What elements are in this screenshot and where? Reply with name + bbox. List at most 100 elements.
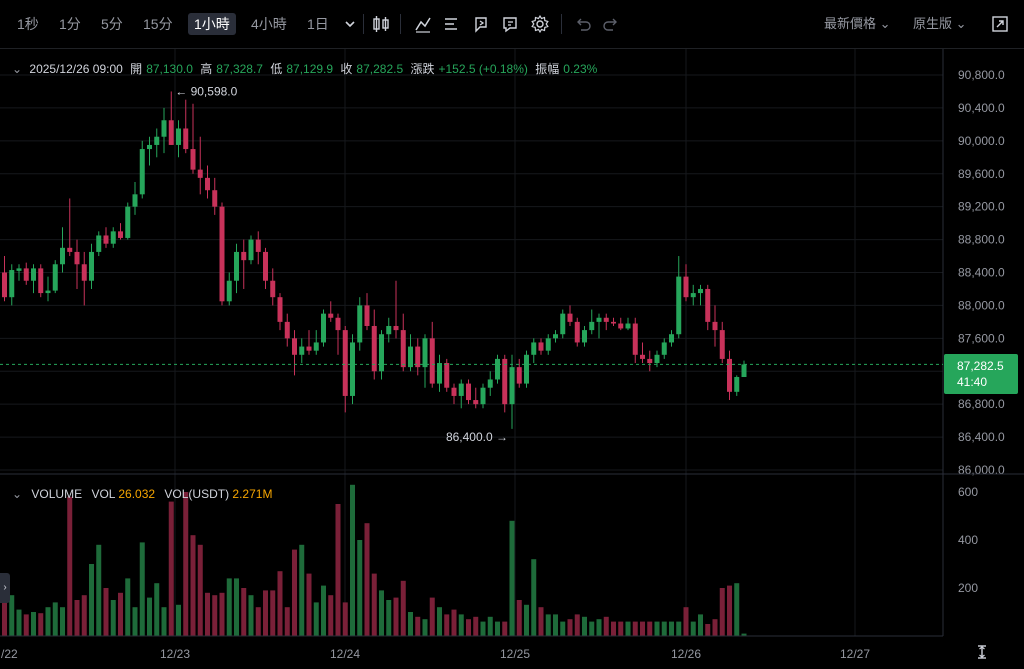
- vol-usdt-value: 2.271M: [232, 487, 273, 501]
- fullscreen-icon[interactable]: [990, 14, 1010, 34]
- candle-body: [654, 354, 660, 364]
- chevron-down-icon: ⌄: [955, 16, 967, 31]
- candle-body: [103, 235, 109, 244]
- candle-body: [567, 313, 573, 322]
- scroll-left-handle[interactable]: ›: [0, 573, 10, 603]
- collapse-caret-icon[interactable]: ⌄: [12, 62, 23, 76]
- vol-label: VOL: [91, 487, 116, 501]
- candle-body: [118, 231, 123, 238]
- replay-icon[interactable]: [471, 14, 491, 34]
- volume-bar: [96, 544, 102, 636]
- volume-bar: [176, 604, 181, 636]
- volume-bar: [139, 542, 145, 636]
- volume-tick-label: 400: [958, 533, 978, 547]
- interval-1h[interactable]: 1小時: [188, 13, 236, 35]
- volume-bar: [81, 595, 87, 636]
- volume-bar: [429, 597, 435, 636]
- volume-bar: [45, 607, 51, 636]
- candle-body: [429, 338, 435, 384]
- legend-low-label: 低: [270, 62, 283, 76]
- price-tick-label: 90,400.0: [958, 101, 1005, 115]
- text-cursor-icon[interactable]: [974, 644, 990, 660]
- vol-value: 26.032: [118, 487, 156, 501]
- undo-icon[interactable]: [573, 14, 593, 34]
- volume-bar: [545, 614, 551, 636]
- candle-body: [516, 367, 522, 384]
- price-tick-label: 89,600.0: [958, 167, 1005, 181]
- candle-body: [509, 367, 515, 405]
- candle-body: [263, 251, 268, 281]
- candle-body: [371, 325, 377, 372]
- price-type-label: 最新價格: [824, 16, 877, 31]
- price-tick-label: 90,000.0: [958, 134, 1005, 148]
- date-tick-label: 12/26: [671, 647, 701, 661]
- list-icon[interactable]: [442, 14, 462, 34]
- legend-close-label: 收: [340, 62, 353, 76]
- settings-icon[interactable]: [530, 14, 550, 34]
- chevron-down-icon[interactable]: [340, 14, 360, 34]
- view-mode-select[interactable]: 原生版 ⌄: [913, 13, 967, 35]
- candlestick-type-icon[interactable]: [371, 14, 391, 34]
- candle-body: [96, 235, 102, 252]
- last-price: 87,282.5: [957, 359, 1004, 373]
- candle-body: [81, 264, 87, 281]
- legend-high-label: 高: [200, 62, 213, 76]
- candle-body: [23, 268, 29, 281]
- volume-bar: [705, 624, 711, 636]
- candle-body: [480, 387, 486, 405]
- volume-bar: [741, 633, 747, 636]
- volume-bar: [205, 592, 210, 636]
- candle-body: [74, 251, 80, 265]
- interval-1d[interactable]: 1日: [307, 16, 329, 32]
- volume-bar: [190, 535, 196, 636]
- volume-bar: [60, 607, 65, 636]
- bar-countdown: 41:40: [957, 375, 988, 389]
- candle-body: [190, 149, 196, 170]
- indicators-icon[interactable]: [413, 14, 433, 34]
- volume-bar: [306, 573, 312, 636]
- candle-body: [661, 342, 667, 355]
- volume-bar: [400, 580, 406, 636]
- interval-4h[interactable]: 4小時: [251, 16, 287, 32]
- candle-body: [690, 293, 696, 298]
- volume-bar: [509, 520, 515, 636]
- volume-bar: [2, 597, 7, 636]
- volume-bar: [603, 616, 609, 636]
- candle-body: [741, 364, 747, 378]
- volume-bar: [350, 484, 355, 636]
- candle-body: [611, 321, 616, 324]
- candle-body: [197, 169, 203, 178]
- candle-body: [161, 120, 167, 137]
- volume-bar: [632, 621, 638, 636]
- volume-bar: [727, 585, 732, 636]
- interval-15m[interactable]: 15分: [143, 16, 173, 32]
- date-tick-label: 12/25: [500, 647, 530, 661]
- candle-body: [313, 342, 319, 351]
- legend-amplitude: 0.23%: [563, 62, 598, 76]
- toolbar-divider: [363, 14, 364, 34]
- alert-icon[interactable]: [500, 14, 520, 34]
- price-tick-label: 88,000.0: [958, 298, 1005, 312]
- toolbar-divider: [400, 14, 401, 34]
- volume-bar: [292, 549, 297, 636]
- candle-body: [16, 268, 22, 271]
- volume-bar: [379, 590, 384, 636]
- candle-body: [226, 280, 232, 302]
- candle-body: [437, 363, 442, 384]
- collapse-caret-icon[interactable]: ⌄: [12, 487, 23, 501]
- candle-body: [596, 317, 602, 322]
- candle-body: [277, 297, 283, 322]
- legend-close: 87,282.5: [356, 62, 404, 76]
- candle-body: [734, 377, 740, 392]
- legend-datetime: 2025/12/26 09:00: [29, 62, 123, 76]
- interval-1s[interactable]: 1秒: [17, 16, 39, 32]
- redo-icon[interactable]: [601, 14, 621, 34]
- candle-body: [647, 358, 653, 364]
- volume-bar: [683, 607, 689, 636]
- interval-5m[interactable]: 5分: [101, 16, 123, 32]
- volume-bar: [284, 607, 290, 636]
- interval-1m[interactable]: 1分: [59, 16, 81, 32]
- price-type-select[interactable]: 最新價格 ⌄: [824, 13, 891, 35]
- candle-body: [38, 268, 44, 294]
